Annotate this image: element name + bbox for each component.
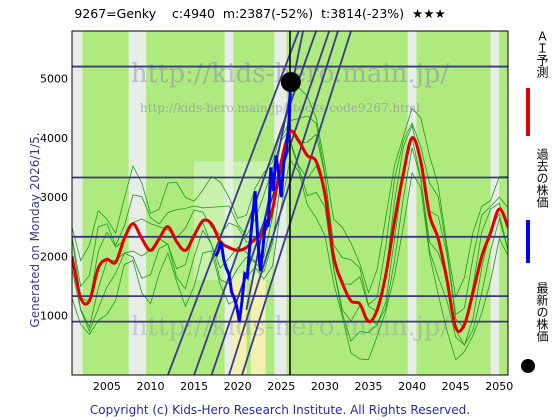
target-price: t:3814(-23%) [321, 6, 405, 21]
x-tick-label: 2035 [354, 380, 382, 393]
pale-band [128, 31, 147, 375]
x-tick-label: 2030 [311, 380, 339, 393]
legend-latest-price: 最新の株価 [520, 282, 550, 382]
plot-frame [71, 30, 509, 376]
pale-band [490, 31, 500, 375]
y-tick-label: 3000 [40, 191, 68, 204]
x-tick-label: 2005 [93, 380, 121, 393]
pale-band [407, 31, 417, 375]
legend-latest-label: 最新の株価 [535, 282, 549, 342]
chart-header: 9267=Genky c:4940 m:2387(-52%) t:3814(-2… [0, 6, 520, 21]
legend-past-label: 過去の株価 [535, 148, 549, 208]
x-tick-label: 2045 [442, 380, 470, 393]
diagonal-trend-line [241, 31, 352, 375]
y-tick-label: 4000 [40, 132, 68, 145]
watermark-url-small: http://kids-hero.main.jp/stocks/code9267… [140, 101, 420, 115]
legend-latest-swatch [521, 359, 535, 373]
pale-band [72, 31, 83, 375]
x-tick-label: 2015 [180, 380, 208, 393]
ai-forecast-line [72, 129, 508, 333]
plot-area: http://kids-hero.main.jp/http://kids-her… [72, 31, 508, 375]
rating-stars: ★★★ [412, 6, 446, 21]
latest-price-dot [280, 72, 301, 93]
past-price-line [214, 72, 293, 322]
stock-code-name: 9267=Genky [74, 6, 157, 21]
x-tick-label: 2050 [485, 380, 513, 393]
diagonal-trend-line [167, 31, 300, 375]
generated-date-label: Generated on Monday 2026/1/5. [28, 132, 42, 328]
x-tick-label: 2040 [398, 380, 426, 393]
legend-ai-label: ＡＩ予測 [535, 30, 549, 78]
y-tick-label: 2000 [40, 250, 68, 263]
legend-past-price: 過去の株価 [520, 148, 550, 268]
x-tick-label: 2010 [136, 380, 164, 393]
y-tick-label: 1000 [40, 310, 68, 323]
legend-ai-forecast: ＡＩ予測 [520, 30, 550, 140]
pale-band [274, 31, 287, 375]
diagonal-trend-line [228, 31, 339, 375]
x-tick-label: 2025 [267, 380, 295, 393]
copyright-footer: Copyright (c) Kids-Hero Research Institu… [89, 403, 471, 417]
x-tick-label: 2020 [224, 380, 252, 393]
max-price: m:2387(-52%) [222, 6, 314, 21]
y-tick-label: 5000 [40, 72, 68, 85]
current-price: c:4940 [172, 6, 215, 21]
